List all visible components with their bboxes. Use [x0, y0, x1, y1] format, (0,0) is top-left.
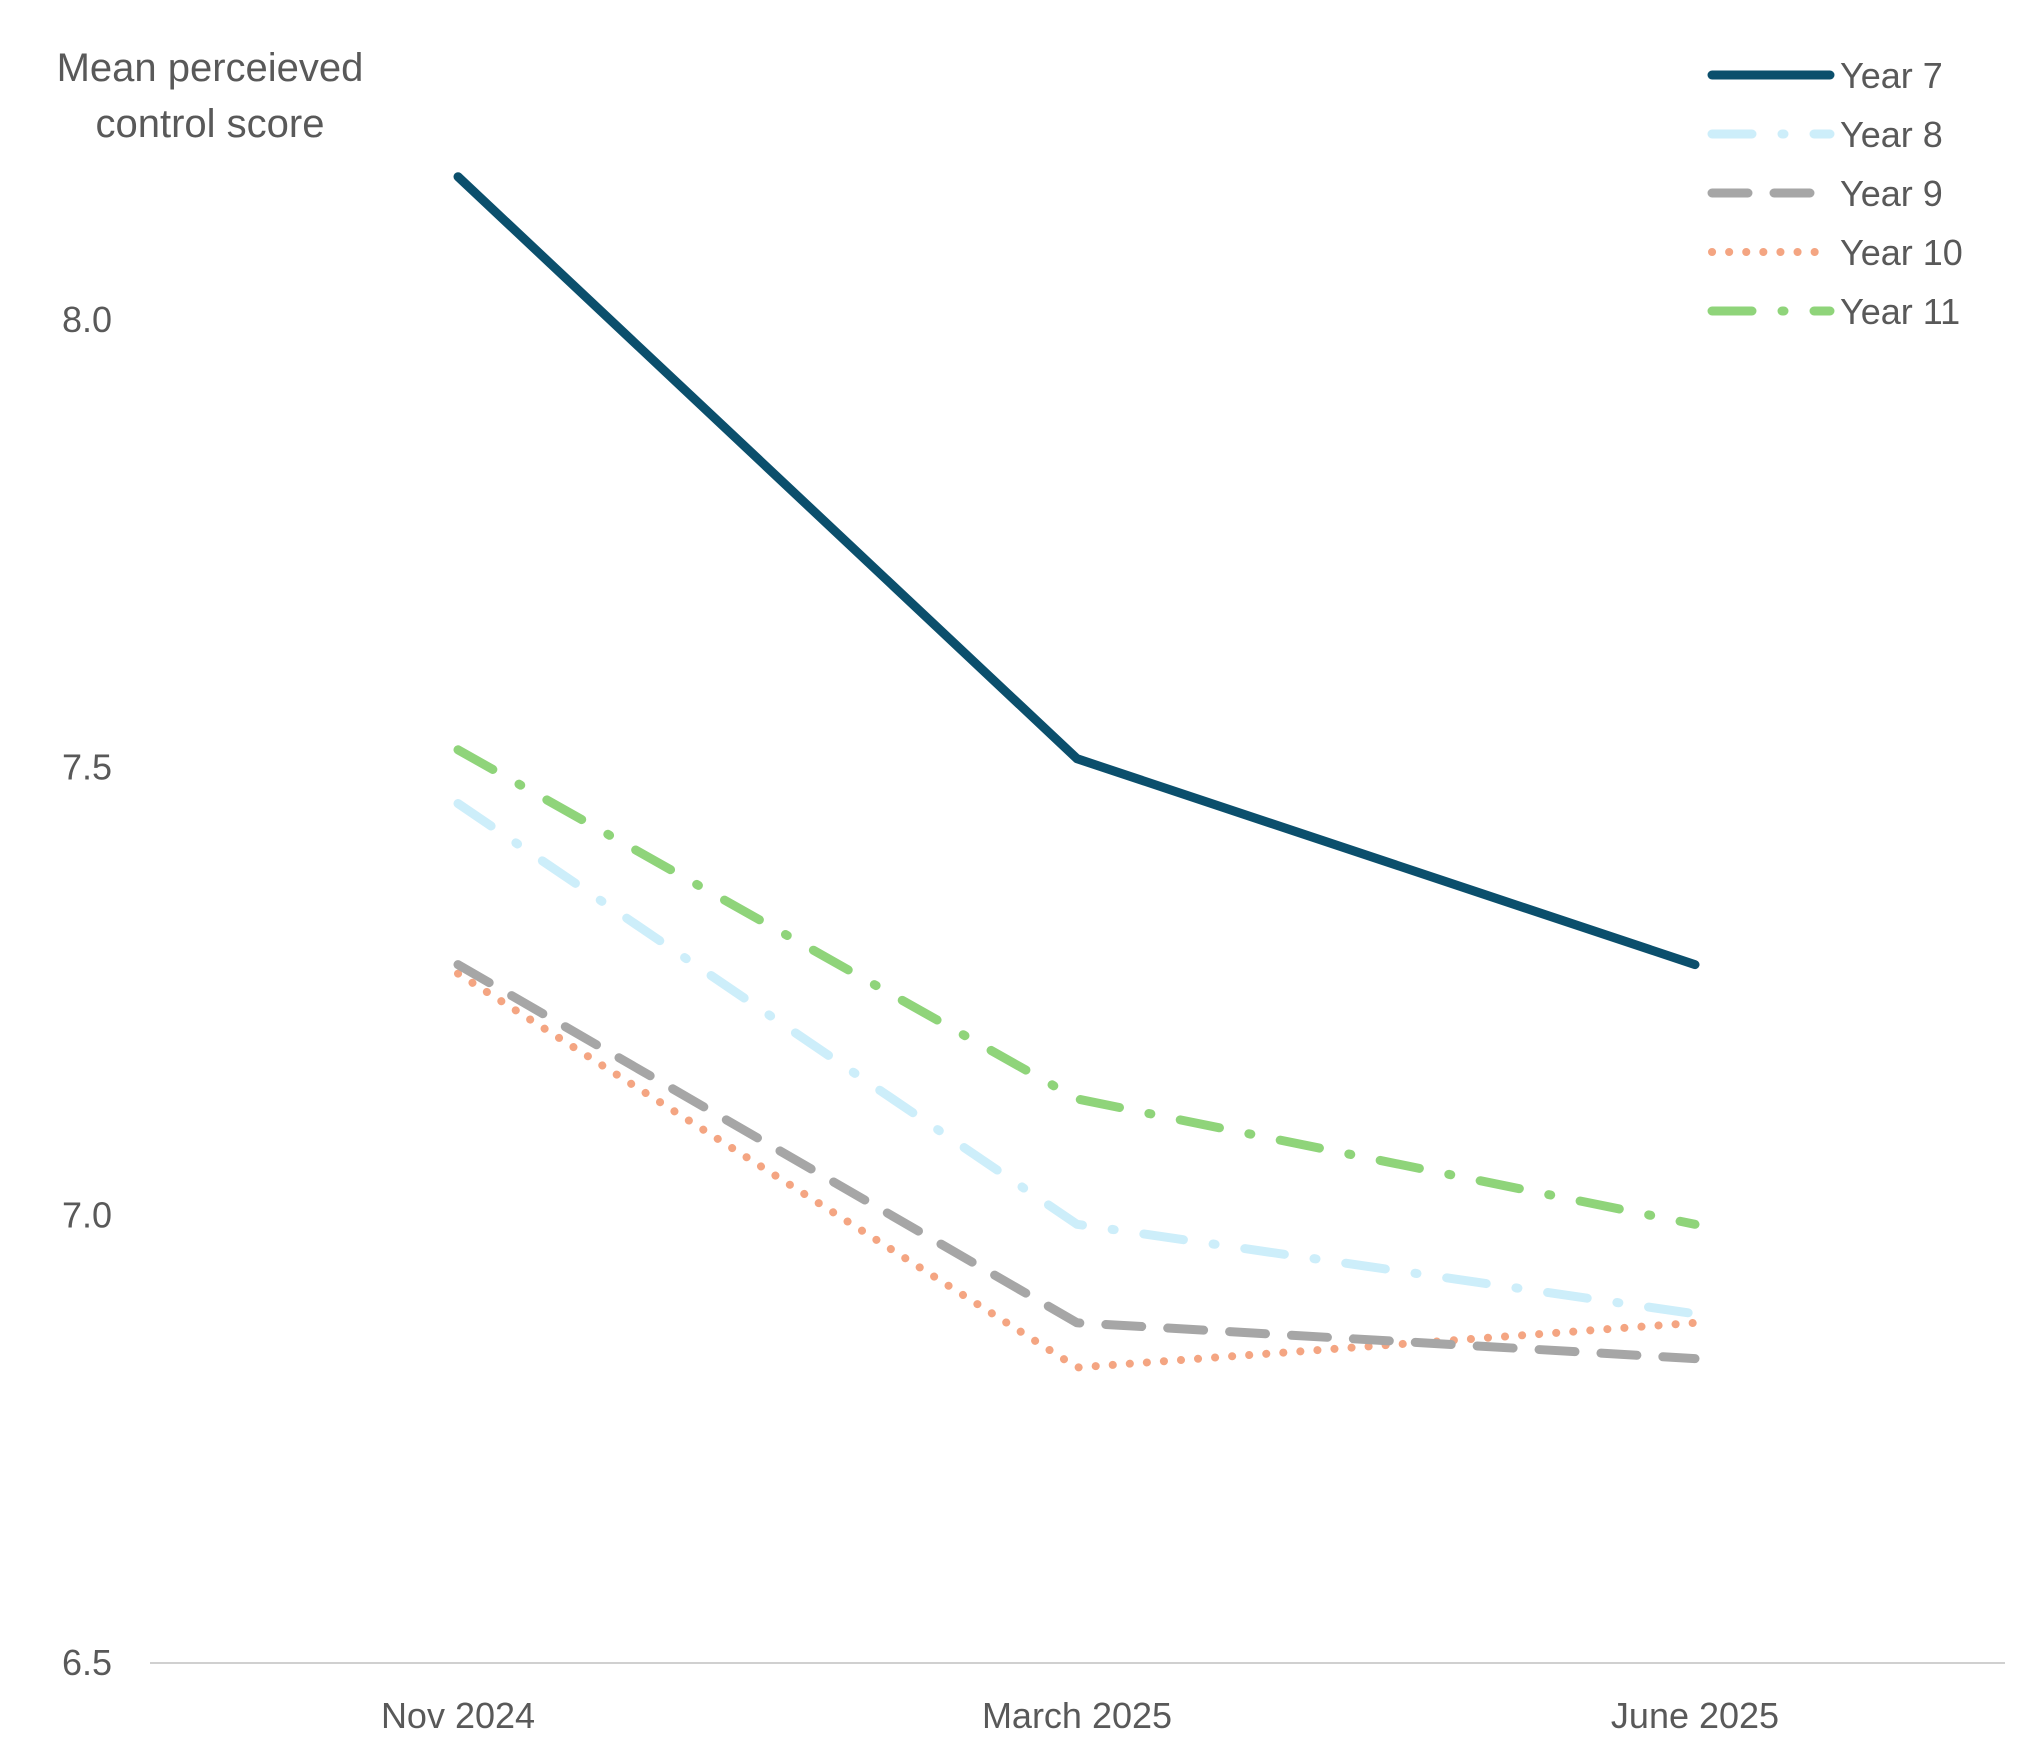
x-tick-label: June 2025 — [1611, 1695, 1779, 1736]
legend-label: Year 11 — [1840, 291, 1960, 332]
y-tick-label: 7.5 — [62, 747, 112, 788]
legend: Year 7 Year 8 Year 9 Year 10 Year 11 — [1707, 55, 1963, 332]
y-tick-label: 7.0 — [62, 1194, 112, 1235]
series-line-year-10 — [454, 969, 1699, 1372]
axes: 6.5 7.0 7.5 8.0 Nov 2024 March 2025 June 2025 — [62, 299, 2005, 1736]
y-axis-title: Mean perceieved control score — [30, 40, 390, 152]
y-tick-label: 6.5 — [62, 1642, 112, 1683]
series-line-year-9 — [453, 960, 1700, 1364]
x-tick-label: March 2025 — [982, 1695, 1172, 1736]
x-tick-label: Nov 2024 — [381, 1695, 535, 1736]
series-lines — [453, 172, 1700, 1372]
legend-label: Year 10 — [1840, 232, 1963, 273]
series-line-year-11 — [453, 745, 1700, 1229]
y-axis-title-line-1: Mean perceieved — [56, 46, 364, 90]
y-axis-title-line-2: control score — [95, 102, 325, 146]
legend-label: Year 9 — [1840, 173, 1943, 214]
y-tick-label: 8.0 — [62, 299, 112, 340]
legend-label: Year 7 — [1840, 55, 1943, 96]
series-line-year-7 — [453, 172, 1700, 970]
series-line-year-8 — [453, 799, 1700, 1319]
legend-label: Year 8 — [1840, 114, 1943, 155]
